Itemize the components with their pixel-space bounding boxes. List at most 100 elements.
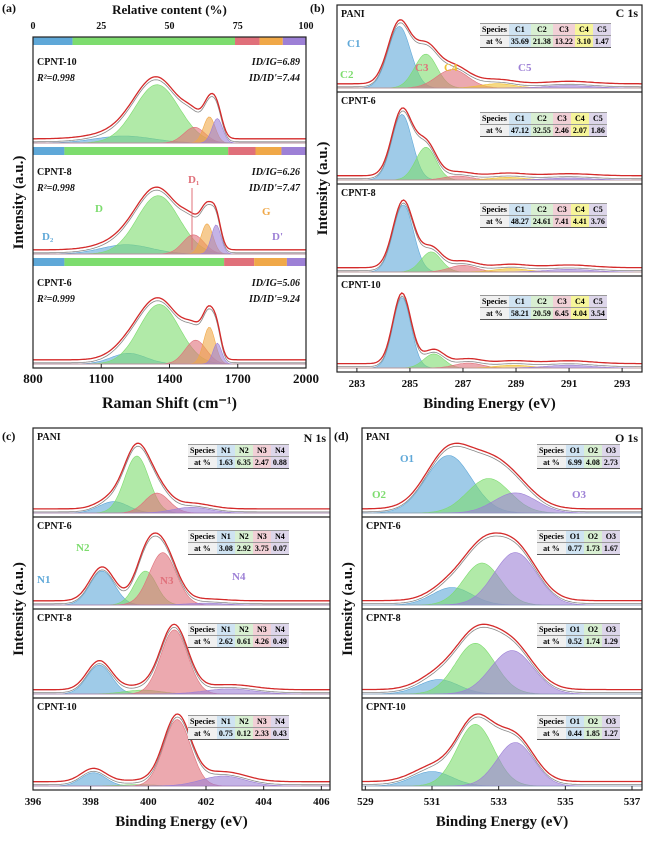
table-value-cell: 2.33 (252, 727, 271, 740)
core-level-title: O 1s (615, 431, 638, 445)
table-value-cell: 1.86 (588, 124, 607, 137)
y-axis-title: Intensity (a.u.) (11, 156, 27, 250)
peak-C5 (337, 364, 642, 369)
component-annotation: O3 (572, 489, 587, 501)
peak-D (33, 304, 306, 365)
fitted-envelope-line (337, 199, 642, 269)
table-header-cell: O1 (565, 444, 584, 457)
table-value-cell: 3.54 (588, 307, 607, 320)
table-header-cell: O3 (601, 715, 620, 728)
table-header-cell: O1 (565, 623, 584, 636)
component-annotation: N4 (232, 571, 246, 583)
relative-content-bar-D1 (224, 258, 255, 266)
top-axis-title: Relative content (%) (112, 2, 227, 17)
table-header-cell: C1 (508, 23, 531, 36)
x-tick-label: 533 (490, 796, 507, 808)
relative-content-bar-D' (286, 258, 306, 266)
sample-label: PANI (37, 432, 61, 443)
peak-C5 (337, 269, 642, 273)
fitted-envelope-line (362, 713, 642, 783)
table-header-cell: C1 (508, 295, 531, 308)
r-squared-label: R²=0.999 (36, 294, 75, 305)
table-header-cell: O3 (601, 623, 620, 636)
component-annotation: N2 (76, 542, 90, 554)
table-header-species: Species (480, 23, 509, 36)
peak-D' (33, 342, 306, 365)
table-value-cell: 1.67 (601, 542, 620, 555)
sample-label: CPNT-6 (366, 521, 401, 532)
core-level-title: C 1s (616, 6, 639, 20)
composition-table: Species O1 O2 O3 at % 0.77 1.73 1.67 (537, 530, 620, 555)
relative-content-bar-G (259, 37, 283, 45)
raw-spectrum-line (337, 22, 642, 88)
table-header-cell: N1 (216, 444, 235, 457)
table-row-label: at % (188, 635, 217, 648)
raw-spectrum-line (362, 626, 642, 693)
peak-D (33, 195, 306, 255)
top-tick-label: 100 (299, 21, 314, 32)
table-header-cell: N2 (234, 715, 253, 728)
raw-spectrum-line (337, 202, 642, 272)
composition-table: Species O1 O2 O3 at % 6.99 4.08 2.73 (537, 444, 620, 469)
table-header-species: Species (537, 715, 566, 728)
sample-label: CPNT-10 (341, 280, 381, 291)
table-header-cell: O2 (583, 623, 602, 636)
table-value-cell: 0.12 (234, 727, 253, 740)
composition-table: Species O1 O2 O3 at % 0.44 1.85 1.27 (537, 715, 620, 740)
table-value-cell: 58.21 (508, 307, 531, 320)
relative-content-bar-D1 (235, 37, 260, 45)
table-header-cell: C5 (588, 203, 607, 216)
x-tick-label: 400 (140, 796, 157, 808)
composition-table: Species C1 C2 C3 C4 C5 at % 58.21 20.59 6.45 4.04 3… (480, 295, 607, 320)
table-header-cell: N2 (234, 530, 253, 543)
x-tick-label: 1100 (89, 371, 114, 386)
relative-content-bar-D (64, 258, 225, 266)
table-header-cell: C2 (530, 23, 553, 36)
table-value-cell: 1.85 (583, 727, 602, 740)
sample-label: CPNT-10 (37, 57, 77, 68)
peak-annotation: D' (272, 231, 283, 243)
table-value-cell: 47.12 (508, 124, 531, 137)
table-header-cell: N3 (252, 623, 271, 636)
table-value-cell: 4.26 (252, 635, 271, 648)
peak-D' (33, 118, 306, 144)
table-header-species: Species (188, 715, 217, 728)
table-value-cell: 0.61 (234, 635, 253, 648)
sample-label: PANI (366, 432, 390, 443)
raw-spectrum-line (362, 535, 642, 604)
x-tick-label: 291 (561, 378, 578, 390)
table-row-label: at % (480, 307, 509, 320)
table-value-cell: 2.07 (570, 124, 589, 137)
table-value-cell: 4.08 (583, 456, 602, 469)
table-header-cell: C3 (552, 203, 571, 216)
x-tick-label: 283 (349, 378, 366, 390)
table-value-cell: 6.35 (234, 456, 253, 469)
table-header-cell: N3 (252, 444, 271, 457)
table-header-species: Species (480, 295, 509, 308)
plot-frame (361, 427, 643, 791)
raw-spectrum-line (33, 189, 306, 254)
table-row-label: at % (480, 215, 509, 228)
plot-frame (32, 427, 331, 791)
r-squared-label: R²=0.998 (36, 73, 75, 84)
table-header-cell: N1 (216, 623, 235, 636)
plot-frame (336, 4, 643, 373)
peak-O3 (362, 492, 642, 514)
x-tick-label: 289 (508, 378, 525, 390)
x-tick-label: 293 (614, 378, 631, 390)
core-level-title: N 1s (304, 431, 327, 445)
table-value-cell: 0.75 (216, 727, 235, 740)
table-header-species: Species (188, 444, 217, 457)
y-axis-title: Intensity (a.u.) (11, 562, 27, 656)
intensity-ratio-dg: ID/IG=6.89 (251, 57, 300, 68)
intensity-ratio-dg: ID/IG=5.06 (251, 278, 300, 289)
component-annotation: O1 (400, 453, 414, 465)
table-header-cell: N1 (216, 715, 235, 728)
component-annotation: O2 (372, 489, 387, 501)
top-tick-label: 50 (165, 21, 175, 32)
x-tick-label: 529 (357, 796, 374, 808)
sample-label: CPNT-10 (366, 702, 406, 713)
peak-O3 (362, 650, 642, 695)
table-row-label: at % (480, 124, 509, 137)
table-value-cell: 1.27 (601, 727, 620, 740)
